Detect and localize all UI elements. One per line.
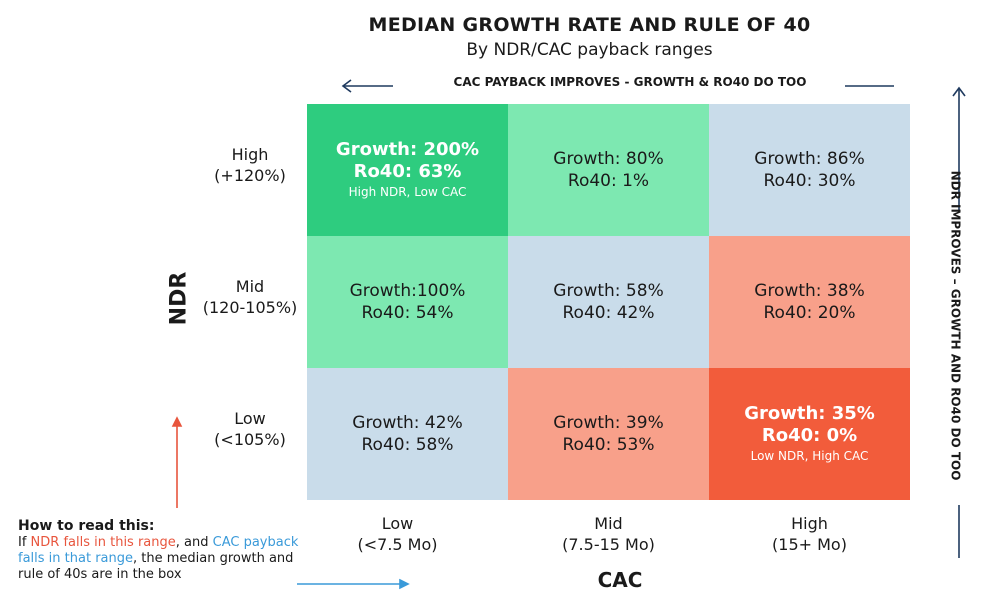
y-tick-name: High — [231, 145, 269, 164]
x-tick-range: (7.5-15 Mo) — [562, 535, 655, 554]
heatmap-cell: Growth: 80% Ro40: 1% — [508, 104, 709, 236]
howto-text: , and — [175, 535, 213, 550]
y-tick-label: High (+120%) — [195, 144, 305, 186]
chart-title: MEDIAN GROWTH RATE AND RULE OF 40 — [368, 14, 811, 36]
cell-growth: Growth: 38% — [754, 281, 865, 301]
howto-cac-text: CAC payback falls in that range — [18, 535, 299, 566]
cell-growth: Growth: 58% — [553, 281, 664, 301]
cell-ro40: Ro40: 20% — [763, 303, 856, 323]
heatmap-cell: Growth: 42% Ro40: 58% — [307, 368, 508, 500]
cell-growth: Growth: 200% — [335, 139, 480, 160]
how-to-read-note: How to read this: If NDR falls in this r… — [18, 518, 318, 583]
heatmap-cell: Growth: 38% Ro40: 20% — [709, 236, 910, 368]
cell-growth: Growth: 86% — [754, 149, 865, 169]
heatmap-cell: Growth: 35% Ro40: 0% Low NDR, High CAC — [709, 368, 910, 500]
y-axis-label: NDR — [166, 271, 192, 326]
cell-ro40: Ro40: 1% — [567, 171, 650, 191]
y-tick-name: Mid — [235, 277, 265, 296]
howto-ndr-text: NDR falls in this range — [30, 535, 176, 550]
x-axis-label: CAC — [597, 568, 643, 592]
x-tick-name: Low — [381, 514, 414, 533]
cell-note: High NDR, Low CAC — [348, 185, 467, 199]
cell-growth: Growth: 39% — [553, 413, 664, 433]
cell-ro40: Ro40: 63% — [353, 161, 462, 182]
how-to-heading: How to read this: — [18, 518, 155, 534]
x-tick-range: (15+ Mo) — [772, 535, 847, 554]
y-tick-label: Mid (120-105%) — [195, 276, 305, 318]
howto-text: If — [18, 535, 31, 550]
side-up-arrow-icon — [952, 86, 966, 212]
heatmap-cell: Growth: 58% Ro40: 42% — [508, 236, 709, 368]
y-tick-range: (+120%) — [214, 166, 286, 185]
x-tick-range: (<7.5 Mo) — [357, 535, 438, 554]
cell-ro40: Ro40: 0% — [761, 425, 858, 446]
heatmap-cell: Growth: 86% Ro40: 30% — [709, 104, 910, 236]
x-tick-label: High (15+ Mo) — [709, 513, 910, 555]
y-tick-range: (120-105%) — [202, 298, 298, 317]
top-left-arrow-icon — [341, 79, 393, 93]
x-tick-label: Mid (7.5-15 Mo) — [508, 513, 709, 555]
cell-growth: Growth: 80% — [553, 149, 664, 169]
howto-text: , the median growth and rule of 40s are … — [18, 551, 294, 582]
cac-right-arrow-icon — [297, 578, 410, 590]
cell-ro40: Ro40: 58% — [361, 435, 454, 455]
x-tick-name: High — [791, 514, 828, 533]
ndr-up-arrow-icon — [171, 416, 183, 508]
cell-ro40: Ro40: 54% — [361, 303, 454, 323]
y-tick-label: Low (<105%) — [195, 408, 305, 450]
chart-subtitle: By NDR/CAC payback ranges — [466, 40, 713, 60]
cell-ro40: Ro40: 53% — [562, 435, 655, 455]
top-arrow-label: CAC PAYBACK IMPROVES - GROWTH & RO40 DO … — [453, 75, 807, 89]
cell-ro40: Ro40: 42% — [562, 303, 655, 323]
x-tick-label: Low (<7.5 Mo) — [297, 513, 498, 555]
cell-ro40: Ro40: 30% — [763, 171, 856, 191]
cell-growth: Growth:100% — [349, 281, 466, 301]
cell-growth: Growth: 35% — [744, 403, 875, 424]
heatmap-cell: Growth: 200% Ro40: 63% High NDR, Low CAC — [307, 104, 508, 236]
y-tick-name: Low — [234, 409, 266, 428]
heatmap-cell: Growth: 39% Ro40: 53% — [508, 368, 709, 500]
y-tick-range: (<105%) — [214, 430, 286, 449]
x-tick-name: Mid — [594, 514, 623, 533]
cell-growth: Growth: 42% — [352, 413, 463, 433]
heatmap-cell: Growth:100% Ro40: 54% — [307, 236, 508, 368]
side-arrow-label: NDR IMPROVES – GROWTH AND RO40 DO TOO — [948, 170, 963, 481]
cell-note: Low NDR, High CAC — [750, 449, 869, 463]
